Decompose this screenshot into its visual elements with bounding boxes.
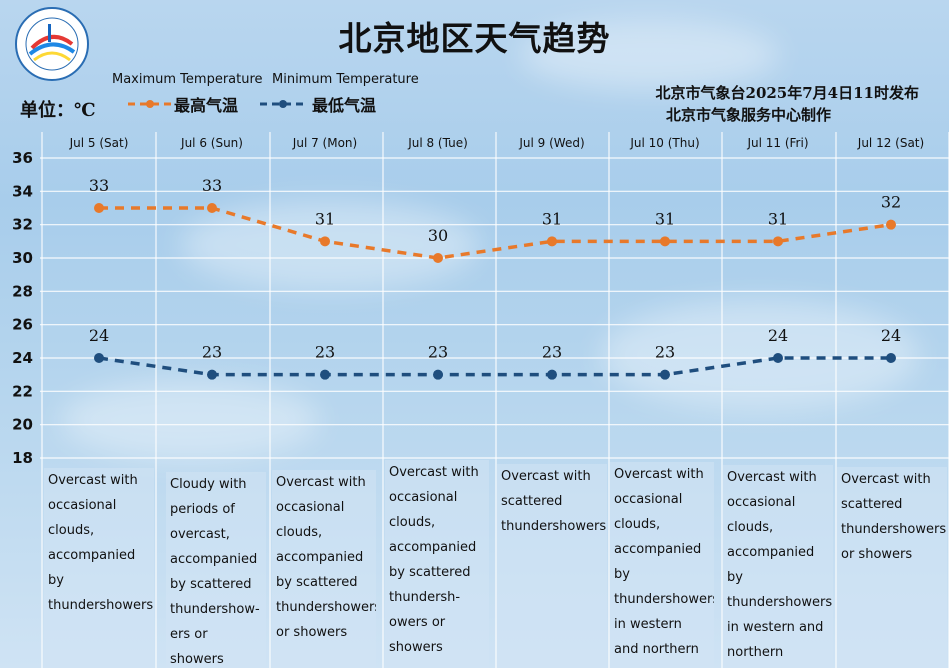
data-label: 23	[542, 343, 562, 362]
forecast-text: Overcast with occasional clouds, accompa…	[723, 465, 833, 668]
data-label: 24	[768, 326, 788, 345]
data-label: 33	[89, 176, 109, 195]
data-label: 23	[315, 343, 335, 362]
forecast-text: Overcast with occasional clouds, accompa…	[385, 460, 489, 668]
forecast-text: Overcast with occasional clouds, accompa…	[610, 462, 714, 668]
background-cloud	[520, 20, 780, 90]
day-label: Jul 7 (Mon)	[292, 136, 357, 150]
forecast-text: Overcast with scattered thundershowers	[497, 464, 607, 668]
data-point	[433, 253, 443, 263]
data-label: 31	[768, 209, 788, 228]
day-label: Jul 11 (Fri)	[746, 136, 808, 150]
day-label: Jul 8 (Tue)	[407, 136, 468, 150]
issuer-line-1: 北京市气象台2025年7月4日11时发布	[655, 84, 920, 102]
data-point	[320, 236, 330, 247]
background-cloud	[60, 380, 320, 460]
data-point	[207, 369, 217, 380]
data-point	[94, 203, 104, 213]
y-tick-label: 20	[12, 416, 33, 434]
y-tick-label: 22	[12, 382, 33, 400]
forecast-text: Overcast with scattered thundershowers o…	[837, 467, 947, 668]
legend-max-line-icon	[128, 100, 172, 108]
data-label: 32	[881, 193, 901, 212]
data-point	[547, 236, 557, 247]
data-label: 31	[542, 209, 562, 228]
data-label: 23	[428, 343, 448, 362]
y-tick-label: 32	[12, 216, 33, 234]
data-point	[886, 353, 896, 363]
y-tick-label: 28	[12, 282, 33, 300]
data-label: 23	[202, 343, 222, 362]
issuer-line-2: 北京市气象服务中心制作	[665, 106, 831, 124]
series-line-min	[98, 356, 891, 377]
data-label: 31	[315, 209, 335, 228]
data-label: 31	[655, 209, 675, 228]
y-tick-label: 26	[12, 316, 33, 334]
day-label: Jul 6 (Sun)	[180, 136, 243, 150]
data-label: 24	[881, 326, 901, 345]
legend-max-label-en: Maximum Temperature	[112, 72, 263, 87]
legend-min-label-cn: 最低气温	[312, 96, 377, 115]
day-label: Jul 10 (Thu)	[629, 136, 699, 150]
data-point	[320, 369, 330, 380]
data-point	[433, 369, 443, 380]
forecast-text: Overcast with occasional clouds, accompa…	[272, 470, 376, 668]
data-point	[660, 369, 670, 380]
data-point	[773, 236, 783, 247]
day-label: Jul 12 (Sat)	[857, 136, 924, 150]
series-line-max	[99, 206, 892, 260]
data-point	[207, 203, 217, 213]
y-tick-label: 18	[12, 449, 33, 467]
data-label: 30	[428, 226, 448, 245]
y-tick-label: 30	[12, 249, 33, 267]
y-tick-label: 24	[12, 349, 33, 367]
unit-label: 单位：℃	[20, 100, 96, 121]
day-label: Jul 5 (Sat)	[69, 136, 129, 150]
data-point	[886, 219, 896, 230]
data-point	[547, 369, 557, 380]
data-label: 23	[655, 343, 675, 362]
data-point	[94, 353, 104, 363]
y-tick-label: 36	[12, 149, 33, 167]
page-title: 北京地区天气趋势	[338, 19, 611, 58]
day-label: Jul 9 (Wed)	[518, 136, 584, 150]
legend-min-line-icon	[260, 100, 306, 108]
forecast-text: Overcast with occasional clouds, accompa…	[44, 468, 154, 668]
data-point	[773, 353, 783, 363]
data-label: 24	[89, 326, 109, 345]
forecast-text: Cloudy with periods of overcast, accompa…	[166, 472, 266, 668]
legend-max-label-cn: 最高气温	[174, 96, 239, 115]
data-label: 33	[202, 176, 222, 195]
data-point	[660, 236, 670, 247]
legend-min-label-en: Minimum Temperature	[272, 72, 419, 87]
meteorological-service-logo-icon	[15, 7, 89, 81]
y-tick-label: 34	[12, 182, 33, 200]
